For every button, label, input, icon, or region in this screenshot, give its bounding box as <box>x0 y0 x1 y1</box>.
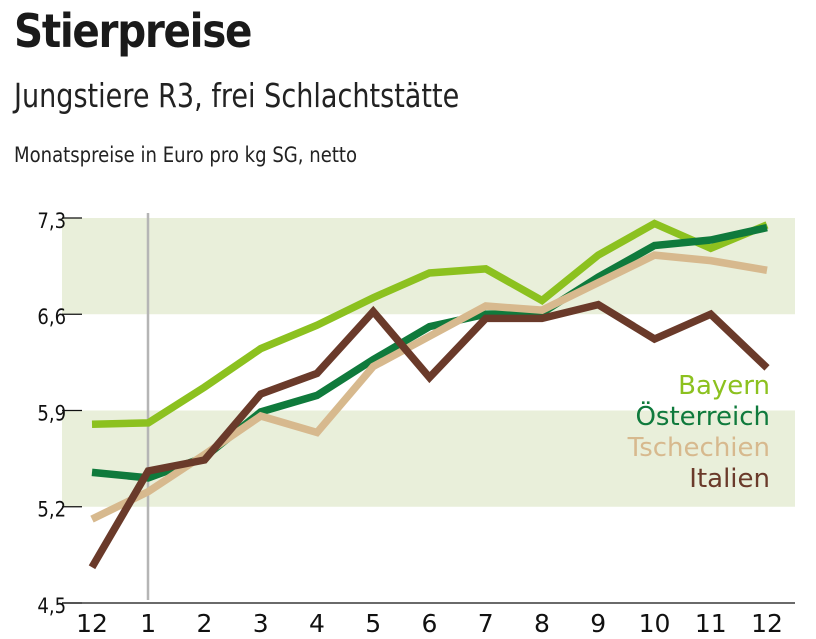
y-tick-label: 4,5 <box>37 594 66 619</box>
x-tick-label: 4 <box>309 609 325 638</box>
x-tick-label: 11 <box>695 609 727 638</box>
y-tick-label: 7,3 <box>37 209 66 234</box>
y-tick-label: 6,6 <box>37 305 66 330</box>
x-tick-label: 12 <box>751 609 783 638</box>
legend-bayern: Bayern <box>678 371 770 401</box>
grid-band <box>62 410 795 507</box>
x-tick-label: 3 <box>253 609 269 638</box>
y-tick-label: 5,2 <box>37 497 66 522</box>
x-tick-label: 1 <box>140 609 156 638</box>
legend-italien: Italien <box>689 464 770 494</box>
x-tick-label: 10 <box>639 609 671 638</box>
grid-band <box>62 218 795 315</box>
x-tick-label: 7 <box>478 609 494 638</box>
x-tick-label: 12 <box>76 609 108 638</box>
y-axis-label: Monatspreise in Euro pro kg SG, netto <box>14 143 358 167</box>
x-tick-label: 5 <box>365 609 381 638</box>
y-tick-label: 5,9 <box>37 401 66 426</box>
x-tick-label: 6 <box>422 609 438 638</box>
x-tick-label: 9 <box>590 609 606 638</box>
legend-österreich: Österreich <box>635 400 770 432</box>
x-tick-label: 8 <box>534 609 550 638</box>
legend-tschechien: Tschechien <box>627 433 770 463</box>
chart-subtitle: Jungstiere R3, frei Schlachtstätte <box>14 76 460 115</box>
x-tick-label: 2 <box>197 609 213 638</box>
chart-title: Stierpreise <box>14 4 252 58</box>
